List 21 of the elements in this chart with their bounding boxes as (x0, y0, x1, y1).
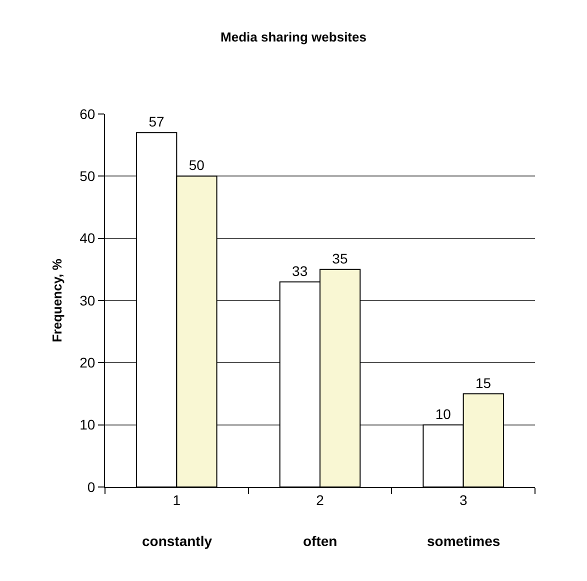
y-tick-label: 0 (87, 478, 96, 495)
x-tick-label: 3 (459, 492, 468, 508)
y-tick-label: 40 (80, 230, 96, 246)
y-tick-label: 60 (80, 106, 96, 122)
data-label: 15 (476, 374, 492, 391)
text: constantly (142, 533, 212, 549)
chart-title: Media sharing websites (220, 30, 366, 45)
data-label: 33 (292, 262, 308, 279)
data-label: 10 (435, 406, 452, 422)
data-label: 57 (148, 114, 164, 130)
data-label: 50 (188, 157, 205, 174)
y-tick-label: 10 (80, 416, 96, 433)
y-tick-label: 20 (80, 354, 96, 371)
text: sometimes (427, 533, 500, 549)
data-label: 35 (332, 250, 348, 266)
y-tick-label: 50 (80, 168, 96, 184)
x-tick-label: 1 (172, 492, 181, 508)
y-tick-label: 30 (80, 292, 96, 308)
y-axis-title: Frequency, % (50, 258, 65, 342)
x-tick-label: 2 (316, 492, 324, 508)
text: often (303, 533, 338, 549)
